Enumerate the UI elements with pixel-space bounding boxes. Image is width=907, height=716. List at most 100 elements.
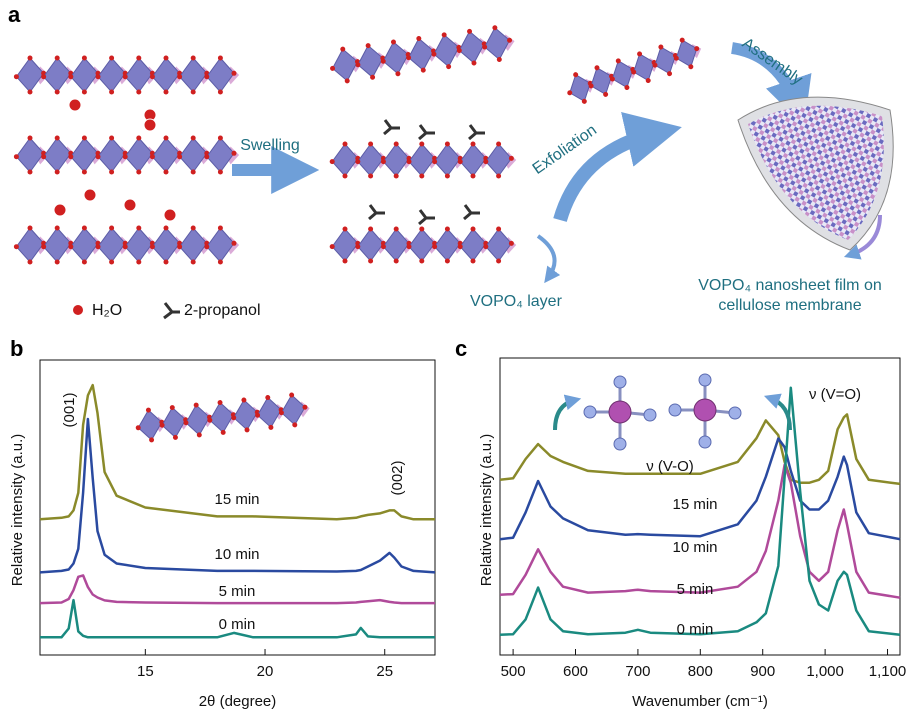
oxygen (136, 226, 141, 231)
oxygen (177, 154, 182, 159)
propanol (419, 210, 435, 224)
oxygen (82, 170, 87, 175)
oxygen (14, 74, 19, 79)
panel-label: b (10, 336, 23, 361)
oxygen (445, 174, 450, 179)
oxygen (68, 154, 73, 159)
oxygen (109, 260, 114, 265)
oxygen (28, 90, 33, 95)
legend-label: H₂O (92, 302, 122, 319)
oxygen (191, 226, 196, 231)
octahedron (16, 58, 43, 92)
oxygen (355, 244, 360, 249)
octahedron (486, 144, 512, 176)
oxygen (123, 74, 128, 79)
oxygen (109, 136, 114, 141)
propanol (419, 125, 435, 139)
oxygen (419, 259, 424, 264)
figure: a Swelling Exfoliation Assembly VOPO₄ la… (0, 0, 907, 716)
oxygen (55, 226, 60, 231)
vopo4-layer (14, 226, 239, 265)
panel-label: c (455, 336, 467, 361)
oxygen (96, 154, 101, 159)
o-atom (699, 374, 711, 386)
oxygen (471, 259, 476, 264)
octahedron (435, 229, 461, 261)
oxygen (407, 244, 412, 249)
oxygen (191, 260, 196, 265)
series-label: 15 min (214, 491, 259, 508)
oxygen (218, 136, 223, 141)
chart: b1520252θ (degree)Relative intensity (a.… (9, 336, 435, 710)
water (69, 99, 81, 111)
assembly-label: Assembly (739, 35, 806, 89)
octahedron (71, 58, 98, 92)
octahedron (98, 58, 125, 92)
octahedron (125, 58, 152, 92)
series-label: 0 min (677, 621, 714, 638)
octahedron (16, 138, 43, 172)
vopo4-layer (134, 391, 312, 444)
molecule (669, 374, 741, 448)
octahedron (71, 138, 98, 172)
series-label: 10 min (672, 539, 717, 556)
peak-annotation: ν (V-O) (646, 458, 694, 475)
oxygen (419, 174, 424, 179)
x-tick-label: 600 (563, 663, 588, 680)
octahedron (486, 229, 512, 261)
octahedron (409, 144, 435, 176)
oxygen (483, 244, 488, 249)
oxygen (109, 170, 114, 175)
vopo4-layer (562, 33, 706, 108)
water (84, 189, 96, 201)
oxygen (55, 90, 60, 95)
oxygen (191, 90, 196, 95)
oxygen (218, 226, 223, 231)
series-label: 5 min (677, 581, 714, 598)
octahedron (232, 399, 259, 431)
oxygen (28, 260, 33, 265)
oxygen (330, 244, 335, 249)
oxygen (509, 241, 514, 246)
oxygen (177, 74, 182, 79)
p-atom (609, 401, 631, 423)
peak-annotation: (002) (389, 460, 406, 495)
oxygen (164, 226, 169, 231)
oxygen (96, 244, 101, 249)
o-atom (669, 404, 681, 416)
oxygen (343, 174, 348, 179)
oxygen (419, 142, 424, 147)
page: {"panel_a": {"label": "a", "swelling": "… (0, 0, 907, 716)
oxygen (232, 151, 237, 156)
oxygen (55, 170, 60, 175)
oxygen (150, 154, 155, 159)
vopo4-layer (330, 227, 517, 264)
octahedron (98, 228, 125, 262)
water-icon (73, 305, 83, 315)
oxygen (343, 259, 348, 264)
oxygen (96, 74, 101, 79)
propanol (469, 125, 485, 139)
arrow (555, 400, 575, 430)
x-axis-label: Wavenumber (cm⁻¹) (632, 693, 768, 710)
x-tick-label: 15 (137, 663, 154, 680)
oxygen (343, 227, 348, 232)
oxygen (28, 136, 33, 141)
oxygen (14, 154, 19, 159)
oxygen (232, 71, 237, 76)
octahedron (44, 228, 71, 262)
oxygen (41, 74, 46, 79)
oxygen (368, 174, 373, 179)
x-tick-label: 700 (625, 663, 650, 680)
series-label: 10 min (214, 546, 259, 563)
octahedron (332, 144, 358, 176)
peak-annotation: (001) (61, 392, 78, 427)
x-tick-label: 1,100 (869, 663, 907, 680)
oxygen (41, 244, 46, 249)
oxygen (82, 136, 87, 141)
vopo4-layer (14, 56, 239, 95)
oxygen (496, 174, 501, 179)
octahedron (256, 396, 283, 428)
oxygen (432, 159, 437, 164)
